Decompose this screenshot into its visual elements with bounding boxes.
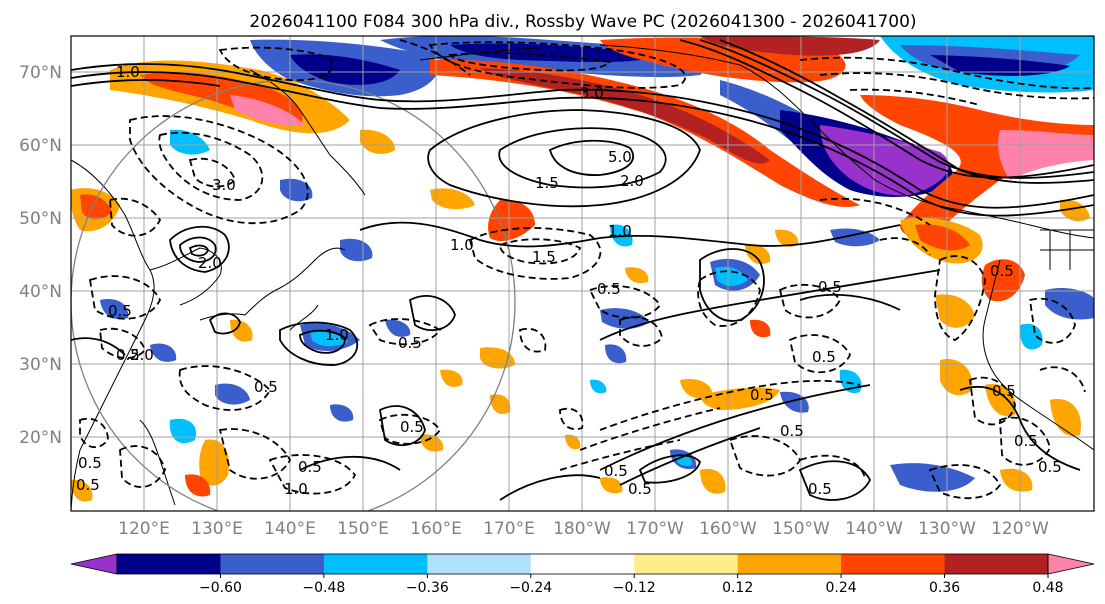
longitude-labels: 120°E 130°E 140°E 150°E 160°E 170°E 180°… xyxy=(118,519,1049,539)
contour-label: 0.5 xyxy=(400,418,424,436)
colorbar-tick-label: 0.12 xyxy=(722,580,753,596)
lat-label: 60°N xyxy=(19,136,62,156)
lat-label: 20°N xyxy=(19,428,62,448)
colorbar-segment xyxy=(841,554,946,574)
contour-label: 2.0 xyxy=(198,254,222,272)
contour-label: 1.0 xyxy=(608,222,632,240)
contour-label: 0.5 xyxy=(818,278,842,296)
contour-label: 0.5 xyxy=(1038,458,1062,476)
colorbar-segment xyxy=(530,554,635,574)
contour-label: 2.0 xyxy=(620,172,644,190)
colorbar-segment xyxy=(220,554,325,574)
lat-label: 50°N xyxy=(19,209,62,229)
contour-label: 0.5 xyxy=(990,262,1014,280)
contour-label: 0.5 xyxy=(78,454,102,472)
contour-label: 0.5 xyxy=(812,348,836,366)
lat-label: 40°N xyxy=(19,282,62,302)
lon-label: 130°W xyxy=(918,519,976,539)
map-area: 1.0 5.0 3.0 2.0 1.5 1.0 2.0 3.0 1.0 1.5 … xyxy=(71,36,1094,511)
contour-label: 2.0 xyxy=(130,346,154,364)
contour-label: 1.0 xyxy=(450,236,474,254)
lon-label: 140°W xyxy=(845,519,903,539)
contour-label: 0.5 xyxy=(254,378,278,396)
colorbar-segment xyxy=(944,554,1049,574)
figure-title: 2026041100 F084 300 hPa div., Rossby Wav… xyxy=(249,12,916,32)
colorbar-tick-label: −0.48 xyxy=(302,580,345,596)
colorbar-tick-label: 0.24 xyxy=(826,580,857,596)
colorbar-segment xyxy=(634,554,739,574)
colorbar-tick-label: −0.12 xyxy=(613,580,656,596)
colorbar-extend-high xyxy=(1047,553,1095,575)
colorbar-tick-label: −0.24 xyxy=(509,580,552,596)
colorbar-segment xyxy=(737,554,842,574)
lon-label: 160°E xyxy=(410,519,462,539)
contour-label: 5.0 xyxy=(608,148,632,166)
lon-label: 120°W xyxy=(991,519,1049,539)
colorbar-tick-label: 0.48 xyxy=(1032,580,1063,596)
contour-label: 0.5 xyxy=(298,458,322,476)
lon-label: 170°W xyxy=(626,519,684,539)
colorbar-segment xyxy=(117,554,221,574)
contour-label: 1.5 xyxy=(532,248,556,266)
lon-label: 160°W xyxy=(699,519,757,539)
contour-label: 3.0 xyxy=(212,176,236,194)
contour-label: 0.5 xyxy=(76,476,100,494)
graticule xyxy=(71,36,1094,511)
lon-label: 170°E xyxy=(483,519,535,539)
colorbar-border xyxy=(116,553,1049,575)
lon-label: 150°E xyxy=(337,519,389,539)
lon-label: 130°E xyxy=(191,519,243,539)
contour-label: 1.5 xyxy=(535,174,559,192)
contour-label: 0.5 xyxy=(808,480,832,498)
contour-label: 0.5 xyxy=(597,280,621,298)
colorbar-tick-label: −0.60 xyxy=(199,580,242,596)
contour-label: 0.5 xyxy=(398,334,422,352)
dashed-contours xyxy=(79,39,1094,500)
contour-label: 1.0 xyxy=(325,326,349,344)
contour-label: 0.5 xyxy=(780,422,804,440)
reference-circle xyxy=(71,79,516,511)
contour-label: 0.5 xyxy=(750,386,774,404)
contour-label: 0.5 xyxy=(108,302,132,320)
colorbar-extend-low xyxy=(70,553,118,575)
colorbar-tick-label: −0.36 xyxy=(406,580,449,596)
colorbar-tick-label: 0.36 xyxy=(929,580,960,596)
colorbar-segment xyxy=(323,554,428,574)
latitude-labels: 70°N 60°N 50°N 40°N 30°N 20°N xyxy=(19,63,62,448)
contour-label: 0.5 xyxy=(628,480,652,498)
divergence-shading xyxy=(71,36,1094,502)
lon-label: 180°W xyxy=(553,519,611,539)
solid-contours xyxy=(71,39,1094,501)
lat-label: 70°N xyxy=(19,63,62,83)
contour-label: 0.5 xyxy=(992,382,1016,400)
lon-label: 120°E xyxy=(118,519,170,539)
colorbar-segment xyxy=(427,554,532,574)
contour-label: 1.0 xyxy=(284,480,308,498)
contour-labels: 1.0 5.0 3.0 2.0 1.5 1.0 2.0 3.0 1.0 1.5 … xyxy=(76,63,1062,498)
contour-label: 0.5 xyxy=(1014,432,1038,450)
lon-label: 140°E xyxy=(264,519,316,539)
lon-label: 150°W xyxy=(772,519,830,539)
contour-label: 0.5 xyxy=(604,462,628,480)
colorbar: −0.60 −0.48 −0.36 −0.24 −0.12 0.12 0.24 0.36 0.4… xyxy=(70,553,1095,596)
lat-label: 30°N xyxy=(19,355,62,375)
contour-label: 3.0 xyxy=(580,84,604,102)
contour-label: 0.5 xyxy=(116,346,140,364)
map-border xyxy=(70,35,1095,512)
contour-label: 1.0 xyxy=(116,63,140,81)
